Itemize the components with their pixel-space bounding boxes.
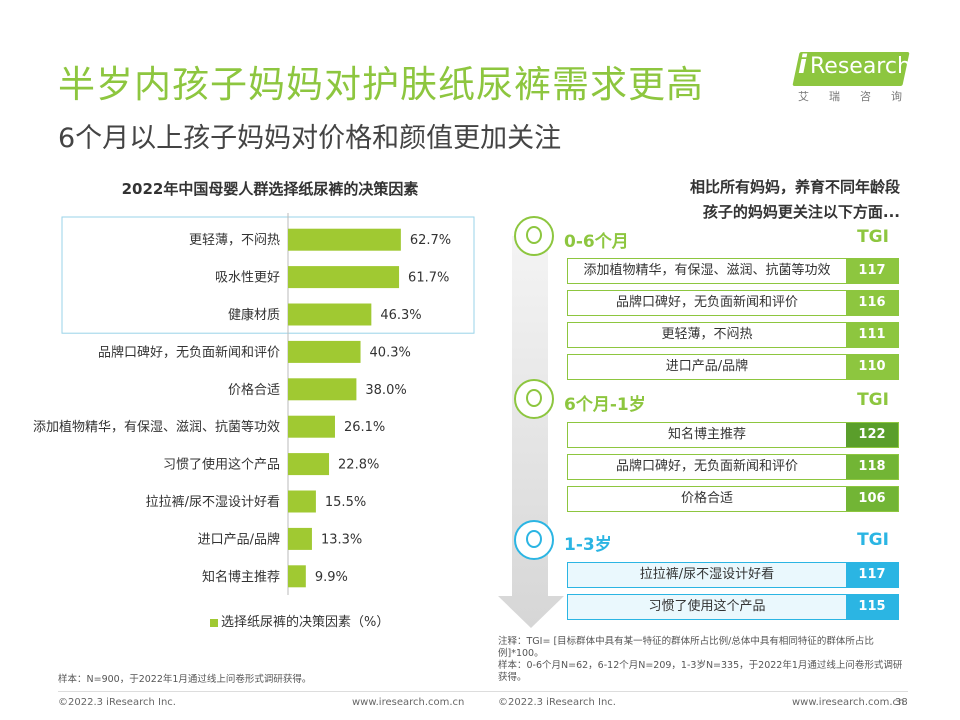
logo-i: i — [798, 50, 807, 80]
category-label: 习惯了使用这个产品 — [163, 457, 280, 473]
tgi-header: TGI — [857, 227, 889, 247]
category-label: 品牌口碑好，无负面新闻和评价 — [98, 344, 280, 360]
logo-text: Research — [810, 54, 911, 79]
group-label-6m-1y: 6个月-1岁 — [564, 395, 646, 415]
value-label: 9.9% — [315, 570, 348, 585]
value-label: 13.3% — [321, 532, 362, 547]
tgi-row-label: 更轻薄，不闷热 — [661, 327, 753, 342]
tgi-row: 拉拉裤/尿不湿设计好看 117 — [567, 562, 899, 588]
page-subtitle: 6个月以上孩子妈妈对价格和颜值更加关注 — [58, 123, 562, 154]
legend-swatch — [210, 618, 218, 627]
value-label: 62.7% — [410, 233, 451, 248]
value-label: 61.7% — [408, 271, 449, 286]
sample-note-left: 样本：N=900，于2022年1月通过线上问卷形式调研获得。 — [58, 674, 312, 685]
tgi-row: 品牌口碑好，无负面新闻和评价 118 — [567, 454, 899, 480]
tgi-row-value: 122 — [846, 423, 898, 447]
tgi-row-label: 价格合适 — [680, 491, 733, 506]
tgi-title-line1: 相比所有妈妈，养育不同年龄段 — [689, 178, 900, 196]
tgi-row-label: 品牌口碑好，无负面新闻和评价 — [615, 295, 798, 310]
bar — [288, 565, 306, 588]
tgi-row-label: 品牌口碑好，无负面新闻和评价 — [615, 459, 798, 474]
tgi-row: 品牌口碑好，无负面新闻和评价 116 — [567, 290, 899, 316]
chart-title: 2022年中国母婴人群选择纸尿裤的决策因素 — [121, 180, 419, 198]
tgi-row-label: 添加植物精华，有保湿、滋润、抗菌等功效 — [583, 263, 831, 278]
bar — [288, 527, 312, 550]
decision-factors-bar-chart: 更轻薄，不闷热 62.7% 吸水性更好 61.7% 健康材质 46.3% 品牌口碑好，无负面… — [33, 213, 475, 595]
tgi-row-value: 110 — [846, 355, 898, 379]
category-label: 更轻薄，不闷热 — [189, 233, 280, 248]
tgi-row-value: 118 — [846, 455, 898, 479]
tgi-row: 更轻薄，不闷热 111 — [567, 322, 899, 348]
category-label: 健康材质 — [228, 307, 280, 323]
child-face-icon — [514, 520, 554, 560]
tgi-row-label: 拉拉裤/尿不湿设计好看 — [639, 567, 775, 582]
tgi-row: 习惯了使用这个产品 115 — [567, 594, 899, 620]
tgi-row: 知名博主推荐 122 — [567, 422, 899, 448]
tgi-row: 价格合适 106 — [567, 486, 899, 512]
tgi-row-value: 106 — [846, 487, 898, 511]
bar — [288, 303, 372, 326]
tgi-notes: 注释：TGI= [目标群体中具有某一特征的群体所占比例/总体中具有相同特征的群体… — [498, 636, 908, 684]
group-label-1-3y: 1-3岁 — [564, 535, 612, 555]
iresearch-logo: i Research 艾瑞咨询 — [792, 50, 914, 108]
tgi-row-value: 116 — [846, 291, 898, 315]
value-label: 38.0% — [365, 383, 406, 398]
footer-divider — [58, 691, 908, 692]
tgi-row-value: 111 — [846, 323, 898, 347]
sample-note-right: 样本：0-6个月N=62，6-12个月N=209，1-3岁N=335，于2022… — [498, 660, 903, 683]
tgi-row-label: 习惯了使用这个产品 — [648, 599, 766, 614]
category-label: 进口产品/品牌 — [198, 531, 280, 547]
category-label: 吸水性更好 — [215, 271, 280, 286]
baby-swaddle-icon — [514, 216, 554, 256]
tgi-row-label: 知名博主推荐 — [667, 427, 746, 442]
down-arrow-icon — [498, 236, 564, 628]
tgi-row-label: 进口产品/品牌 — [665, 359, 749, 374]
footer-copyright-left: ©2022.3 iResearch Inc. — [58, 697, 176, 708]
tgi-header: TGI — [857, 530, 889, 550]
bar — [288, 378, 357, 401]
category-label: 添加植物精华，有保湿、滋润、抗菌等功效 — [33, 419, 280, 435]
tgi-panel-title: 相比所有妈妈，养育不同年龄段 孩子的妈妈更关注以下方面... — [560, 175, 900, 225]
bar — [288, 490, 316, 513]
bar — [288, 266, 400, 289]
tgi-row-value: 117 — [846, 259, 898, 283]
category-label: 拉拉裤/尿不湿设计好看 — [146, 494, 280, 510]
baby-sitting-icon — [514, 379, 554, 419]
tgi-row: 添加植物精华，有保湿、滋润、抗菌等功效 117 — [567, 258, 899, 284]
page-number: 38 — [895, 697, 908, 708]
category-label: 知名博主推荐 — [202, 569, 280, 585]
tgi-header: TGI — [857, 390, 889, 410]
tgi-title-line2: 孩子的妈妈更关注以下方面... — [702, 203, 900, 221]
logo-subtitle: 艾瑞咨询 — [798, 90, 922, 103]
group-label-0-6m: 0-6个月 — [564, 232, 629, 252]
bar — [288, 228, 401, 251]
footer-copyright-right: ©2022.3 iResearch Inc. — [498, 697, 616, 708]
page-title: 半岁内孩子妈妈对护肤纸尿裤需求更高 — [58, 63, 704, 106]
category-label: 价格合适 — [228, 382, 280, 398]
bar — [288, 453, 330, 476]
tgi-definition-note: 注释：TGI= [目标群体中具有某一特征的群体所占比例/总体中具有相同特征的群体… — [498, 636, 874, 659]
value-label: 22.8% — [338, 458, 379, 473]
chart-legend: 选择纸尿裤的决策因素（%） — [210, 611, 389, 630]
highlight-box — [61, 216, 475, 334]
bar — [288, 340, 361, 363]
value-label: 40.3% — [370, 345, 411, 360]
value-label: 26.1% — [344, 420, 385, 435]
value-label: 15.5% — [325, 495, 366, 510]
footer-url-right: www.iresearch.com.cn — [792, 697, 905, 708]
tgi-row-value: 115 — [846, 595, 898, 619]
value-label: 46.3% — [380, 308, 421, 323]
tgi-row-value: 117 — [846, 563, 898, 587]
footer-url-left: www.iresearch.com.cn — [352, 697, 465, 708]
tgi-row: 进口产品/品牌 110 — [567, 354, 899, 380]
legend-label: 选择纸尿裤的决策因素（%） — [221, 615, 390, 630]
bar — [288, 415, 335, 438]
